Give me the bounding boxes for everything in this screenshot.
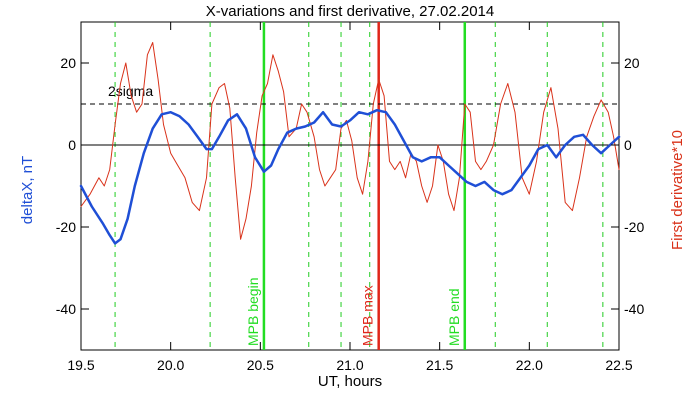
axis-ticks: 19.5 20.0 20.5 21.0 21.5 22.0 22.5 -40 -40 -20 -20… — [56, 22, 644, 373]
y-tick-label-right-3: 20 — [624, 55, 640, 71]
x-tick-label-1: 20.0 — [157, 357, 184, 373]
x-tick-label-5: 22.0 — [516, 357, 543, 373]
data-series — [79, 42, 621, 245]
y-tick-label-left-2: 0 — [68, 137, 76, 153]
x-tick-label-0: 19.5 — [67, 357, 94, 373]
y-axis-label-right: First derivative*10 — [669, 130, 686, 250]
y-tick-label-right-1: -20 — [624, 219, 644, 235]
x-tick-label-4: 21.5 — [426, 357, 453, 373]
x-tick-label-6: 22.5 — [605, 357, 632, 373]
dashed-green-lines — [114, 22, 604, 350]
mpb-markers: MPB begin MPB max MPB end — [245, 22, 467, 350]
y-tick-label-right-0: -40 — [624, 301, 644, 317]
mpb-begin-label: MPB begin — [245, 278, 261, 346]
plot-frame — [80, 21, 620, 351]
x-axis-label: UT, hours — [318, 373, 382, 390]
x-tick-label-3: 21.0 — [336, 357, 363, 373]
series-deltax-line — [79, 108, 621, 245]
mpb-end-label: MPB end — [446, 288, 462, 346]
series-derivative-line — [80, 42, 620, 240]
y-tick-label-right-2: 0 — [624, 137, 632, 153]
plot-area: MPB begin MPB max MPB end 2sigma 19.5 20.0 2… — [56, 21, 644, 373]
y-tick-label-left-0: -40 — [56, 301, 76, 317]
mpb-max-label: MPB max — [360, 285, 376, 346]
y-tick-label-left-1: -20 — [56, 219, 76, 235]
y-axis-label-left: deltaX, nT — [19, 156, 36, 224]
y-tick-label-left-3: 20 — [60, 55, 76, 71]
chart-title: X-variations and first derivative, 27.02… — [206, 3, 495, 20]
x-tick-label-2: 20.5 — [247, 357, 274, 373]
